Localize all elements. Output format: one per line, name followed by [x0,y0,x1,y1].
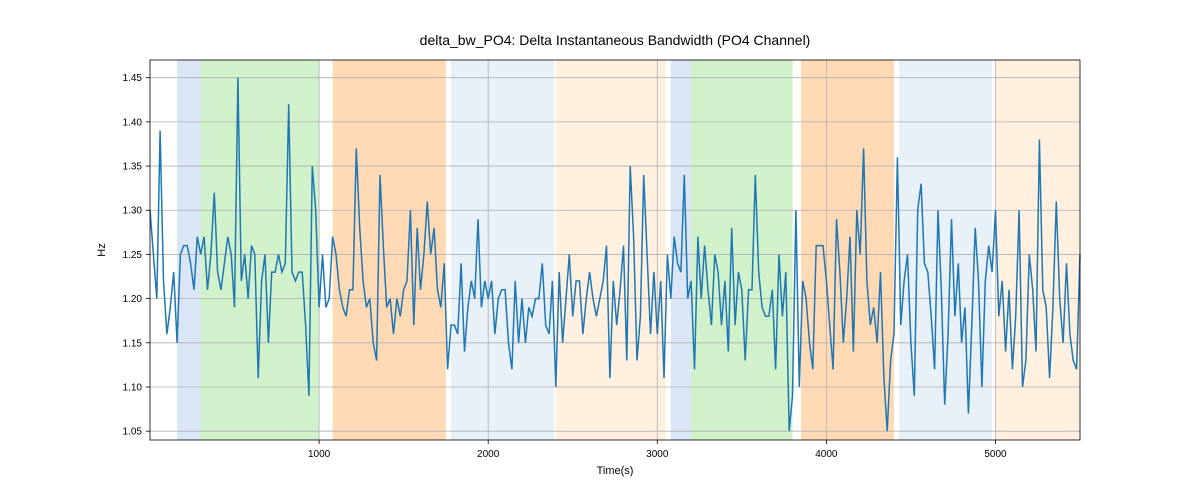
ytick-label: 1.05 [123,427,143,438]
x-axis-label: Time(s) [597,465,634,477]
region-band [201,60,319,440]
chart-title: delta_bw_PO4: Delta Instantaneous Bandwi… [420,32,811,48]
region-band [691,60,792,440]
region-band [801,60,894,440]
ytick-label: 1.15 [123,338,143,349]
xtick-label: 5000 [984,449,1007,460]
ytick-label: 1.10 [123,382,143,393]
ytick-label: 1.35 [123,162,143,173]
chart-container: 1000 2000 3000 4000 5000 1.05 1.10 1.15 1.20 1.25… [0,0,1200,500]
region-band [556,60,666,440]
xtick-label: 4000 [815,449,838,460]
y-axis-label: Hz [96,243,108,256]
ytick-label: 1.20 [123,294,143,305]
region-band [333,60,446,440]
xtick-label: 2000 [477,449,500,460]
ytick-label: 1.45 [123,73,143,84]
ytick-label: 1.30 [123,206,143,217]
region-band [451,60,554,440]
ytick-label: 1.25 [123,250,143,261]
xtick-label: 1000 [308,449,331,460]
chart-svg: 1000 2000 3000 4000 5000 1.05 1.10 1.15 1.20 1.25… [0,0,1200,500]
xtick-label: 3000 [646,449,669,460]
ytick-label: 1.40 [123,117,143,128]
